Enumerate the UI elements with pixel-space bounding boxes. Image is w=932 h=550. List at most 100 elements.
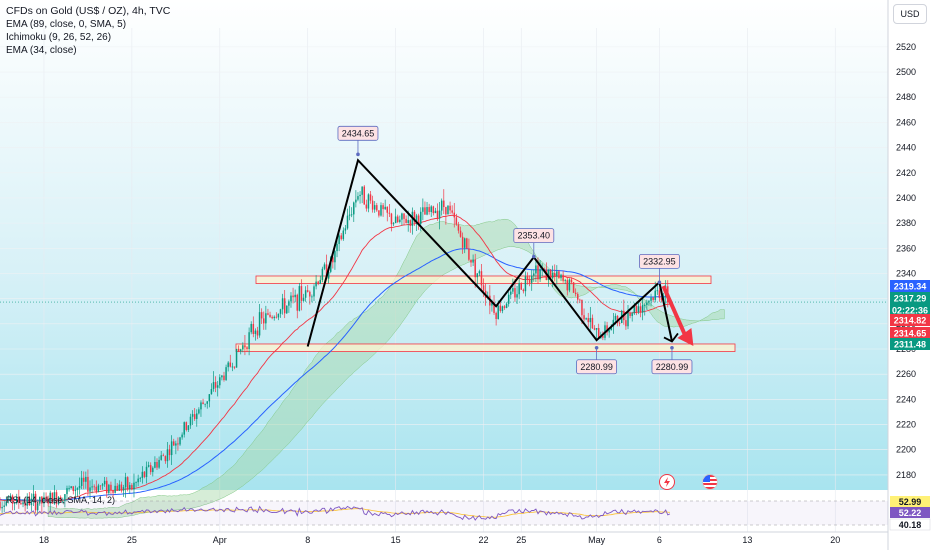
candle-body <box>660 297 663 301</box>
candle-body <box>501 306 504 312</box>
candle-body <box>311 296 313 298</box>
candle-body <box>216 385 219 388</box>
candle-body <box>388 212 391 214</box>
candle-body <box>436 210 439 219</box>
candle-body <box>608 330 610 333</box>
y-tick-label: 2420 <box>896 168 916 178</box>
candle-body <box>158 459 160 468</box>
candle-body <box>66 488 68 495</box>
candle-body <box>258 312 261 336</box>
candle-body <box>41 496 43 504</box>
indicator-ema34[interactable]: EMA (34, close) <box>6 45 77 56</box>
candle-body <box>365 204 368 209</box>
indicator-ema89[interactable]: EMA (89, close, 0, SMA, 5) <box>6 19 127 30</box>
candle-body <box>254 330 257 334</box>
candle-body <box>129 485 131 490</box>
candle-body <box>463 238 466 248</box>
candle-body <box>59 497 62 503</box>
candle-body <box>480 271 483 286</box>
candle-body <box>537 265 539 280</box>
candle-body <box>430 206 432 213</box>
candle-body <box>658 290 661 298</box>
candle-body <box>334 251 336 263</box>
candle-body <box>589 317 592 323</box>
candle-body <box>401 213 403 220</box>
callout-label: 2434.65 <box>342 128 375 138</box>
candle-body <box>443 200 445 208</box>
candle-body <box>325 264 328 279</box>
price-tag-bg <box>890 292 930 304</box>
rsi-line <box>0 505 671 521</box>
candle-body <box>432 206 435 214</box>
candle-body <box>250 323 252 333</box>
candle-body <box>453 212 456 218</box>
candle-body <box>332 257 334 263</box>
candle-body <box>392 223 395 225</box>
indicator-ichimoku[interactable]: Ichimoku (9, 26, 52, 26) <box>6 32 112 43</box>
y-tick-label: 2200 <box>896 445 916 455</box>
candle-body <box>606 325 608 333</box>
candle-body <box>616 315 619 323</box>
y-tick-label: 2520 <box>896 42 916 52</box>
price-tag-label: 2319.34 <box>894 282 927 292</box>
price-tag-label: 2314.82 <box>894 316 927 326</box>
candle-body <box>62 501 64 503</box>
price-tag-label: 2317.29 <box>894 294 927 304</box>
candle-body <box>103 480 106 485</box>
candle-body <box>641 305 644 313</box>
price-tag-bg <box>890 327 930 339</box>
candle-body <box>13 503 16 504</box>
candle-body <box>514 288 516 298</box>
candle-body <box>39 496 41 504</box>
candle-body <box>558 271 560 279</box>
lightning-icon[interactable] <box>659 474 675 490</box>
candle-body <box>380 205 382 216</box>
candle-body <box>417 215 420 224</box>
candle-body <box>244 345 246 348</box>
candle-body <box>340 235 342 240</box>
callout-dot <box>670 345 674 350</box>
x-tick-label: May <box>588 535 606 545</box>
candle-body <box>114 485 116 493</box>
candle-body <box>415 215 418 223</box>
candle-body <box>168 449 171 456</box>
candle-body <box>233 366 236 368</box>
candle-body <box>355 199 357 203</box>
symbol-title[interactable]: CFDs on Gold (US$ / OZ), 4h, TVC <box>6 5 171 17</box>
candle-body <box>208 394 211 402</box>
currency-button[interactable]: USD <box>893 4 927 24</box>
candle-body <box>503 306 506 308</box>
candle-body <box>315 281 317 287</box>
us-flag-icon[interactable] <box>702 474 718 490</box>
price-callout: 2280.99 <box>576 345 618 375</box>
candle-body <box>152 467 154 473</box>
y-tick-label: 2240 <box>896 394 916 404</box>
candle-body <box>618 322 621 324</box>
candle-body <box>85 476 87 482</box>
support-zone <box>235 343 736 352</box>
rsi-legend[interactable]: RSI (14, close, SMA, 14, 2) <box>6 495 116 505</box>
x-tick-label: 25 <box>516 535 526 545</box>
candle-body <box>221 375 223 378</box>
price-tag-bg <box>890 338 930 350</box>
candle-body <box>445 207 447 215</box>
candle-body <box>242 345 244 350</box>
candle-body <box>629 313 631 316</box>
x-tick-label: 15 <box>391 535 401 545</box>
candle-body <box>64 494 66 502</box>
callout-dot <box>657 280 662 285</box>
candle-body <box>510 291 512 295</box>
candle-body <box>646 302 648 305</box>
candle-body <box>271 316 273 319</box>
candle-body <box>495 312 497 320</box>
candle-body <box>22 502 24 505</box>
x-tick-label: 6 <box>657 535 662 545</box>
candle-body <box>348 214 351 216</box>
price-callout: 2353.40 <box>513 228 555 259</box>
candle-body <box>298 286 301 311</box>
candle-body <box>338 235 340 244</box>
candle-body <box>108 484 110 494</box>
candle-body <box>382 205 384 210</box>
candle-body <box>206 401 208 404</box>
